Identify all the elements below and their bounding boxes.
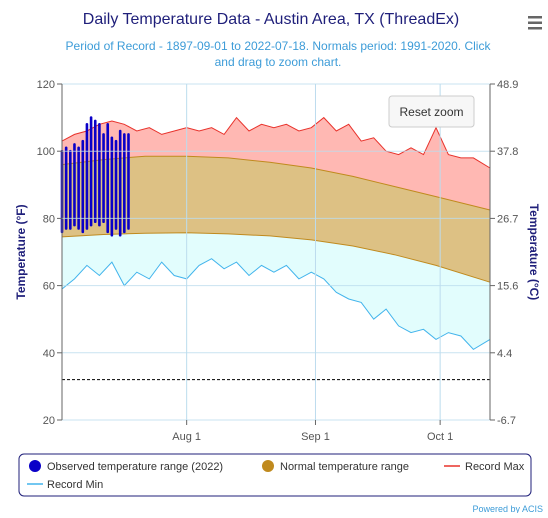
legend-record-max-label: Record Max xyxy=(465,461,525,473)
y-tick-label: 100 xyxy=(37,146,55,158)
y-tick-label: 120 xyxy=(37,79,55,91)
record-min-band xyxy=(62,232,490,350)
y2-tick-label: 37.8 xyxy=(497,146,518,158)
y-axis-title: Temperature (°F) xyxy=(14,204,28,299)
x-tick-label: Oct 1 xyxy=(427,431,453,443)
chart-subtitle-line-1: Period of Record - 1897-09-01 to 2022-07… xyxy=(66,39,492,69)
x-tick-label: Aug 1 xyxy=(172,431,201,443)
legend-item-normal[interactable]: Normal temperature range xyxy=(262,460,409,473)
y-tick-label: 40 xyxy=(43,348,55,360)
reset-zoom-button[interactable]: Reset zoom xyxy=(388,95,475,128)
record-max-band xyxy=(62,117,490,210)
legend-item-observed[interactable]: Observed temperature range (2022) xyxy=(29,460,223,473)
y2-axis-title: Temperature (°C) xyxy=(527,204,541,301)
legend-normal-symbol xyxy=(262,460,274,472)
legend: Observed temperature range (2022) Normal… xyxy=(18,453,532,497)
legend-item-record-min[interactable]: Record Min xyxy=(27,479,103,491)
hamburger-menu-icon[interactable] xyxy=(526,14,544,34)
credits-link[interactable]: Powered by ACIS xyxy=(472,504,543,514)
normal-min-line xyxy=(61,232,491,283)
y2-tick-label: 15.6 xyxy=(497,281,518,293)
legend-observed-symbol xyxy=(29,460,41,472)
y-tick-label: 20 xyxy=(43,415,55,427)
legend-observed-label: Observed temperature range (2022) xyxy=(47,461,223,473)
reset-zoom-label: Reset zoom xyxy=(399,105,463,119)
normal-range-band xyxy=(62,156,490,283)
y2-tick-label: 4.4 xyxy=(497,348,512,360)
axes: 20 40 60 80 100 120 -6.7 4.4 15.6 26.7 37.8 48.9 Aug… xyxy=(37,79,519,443)
legend-item-record-max[interactable]: Record Max xyxy=(444,461,525,473)
legend-record-min-label: Record Min xyxy=(47,479,103,491)
normal-max-line xyxy=(61,155,491,211)
legend-normal-label: Normal temperature range xyxy=(280,461,409,473)
chart-subtitle-line-2-text: and drag to zoom chart. xyxy=(215,55,342,69)
chart-title: Daily Temperature Data - Austin Area, TX… xyxy=(83,11,459,28)
record-min-line xyxy=(61,258,491,351)
x-tick-label: Sep 1 xyxy=(301,431,330,443)
y-tick-label: 60 xyxy=(43,281,55,293)
y2-tick-label: 48.9 xyxy=(497,79,518,91)
record-max-line xyxy=(61,116,491,169)
plot-area[interactable] xyxy=(60,84,491,420)
y2-tick-label: -6.7 xyxy=(497,415,516,427)
chart-subtitle-line-1-text: Period of Record - 1897-09-01 to 2022-07… xyxy=(66,39,492,53)
y2-tick-label: 26.7 xyxy=(497,213,518,225)
y-tick-label: 80 xyxy=(43,213,55,225)
